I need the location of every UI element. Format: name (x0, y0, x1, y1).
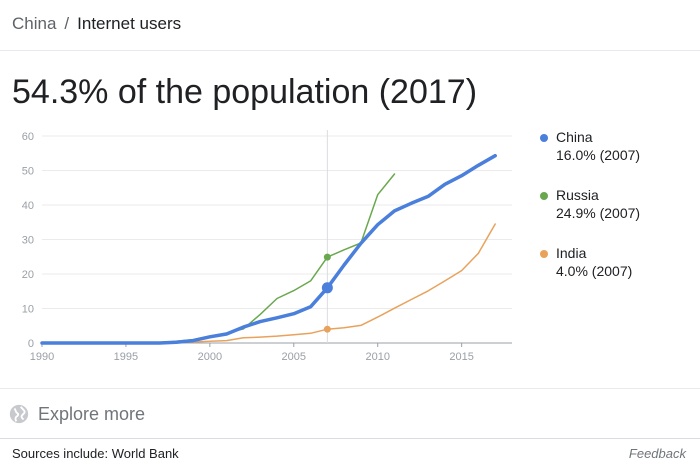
legend-series-value: 4.0% (2007) (556, 263, 633, 279)
legend-item-russia[interactable]: Russia 24.9% (2007) (540, 186, 690, 222)
breadcrumb-separator: / (64, 14, 70, 33)
legend-series-value: 16.0% (2007) (556, 147, 641, 163)
y-tick-label: 20 (22, 269, 34, 281)
y-tick-label: 30 (22, 235, 34, 247)
explore-more-button[interactable]: Explore more (8, 400, 145, 428)
top-divider (0, 50, 700, 51)
explore-more-label: Explore more (38, 403, 146, 424)
legend-dot (540, 250, 548, 258)
highlight-point-india (323, 325, 331, 333)
breadcrumb: China / Internet users (12, 12, 181, 36)
middle-divider (0, 388, 700, 389)
y-tick-label: 10 (22, 304, 34, 316)
chart-legend: China 16.0% (2007) Russia 24.9% (2007) India… (540, 128, 690, 302)
legend-item-india[interactable]: India 4.0% (2007) (540, 244, 690, 280)
legend-series-name: India (556, 245, 587, 261)
x-tick-label: 2005 (282, 351, 306, 363)
legend-item-china[interactable]: China 16.0% (2007) (540, 128, 690, 164)
highlight-point-russia (323, 253, 331, 261)
breadcrumb-metric: Internet users (77, 14, 182, 33)
x-tick-label: 1995 (114, 351, 138, 363)
y-tick-label: 40 (22, 200, 34, 212)
x-tick-label: 2010 (365, 351, 389, 363)
x-tick-label: 2015 (449, 351, 473, 363)
series-line-russia (41, 173, 396, 344)
y-tick-label: 0 (28, 338, 34, 350)
legend-series-name: Russia (556, 187, 599, 203)
sources-text: Sources include: World Bank (12, 446, 179, 461)
y-tick-label: 60 (22, 131, 34, 143)
feedback-link[interactable]: Feedback (628, 446, 686, 461)
y-tick-label: 50 (22, 166, 34, 178)
legend-series-name: China (556, 129, 593, 145)
x-tick-label: 1990 (30, 351, 54, 363)
chart-area[interactable]: 0 10 20 30 40 50 60 1990 1995 2000 2005 2010 2015 Ch… (0, 120, 700, 370)
series-line-india (41, 223, 496, 344)
series-line-china (40, 153, 497, 345)
globe-icon (9, 404, 29, 424)
footer-divider (0, 438, 700, 439)
breadcrumb-country[interactable]: China (12, 14, 57, 33)
legend-dot (540, 192, 548, 200)
highlight-point-china (321, 282, 333, 294)
legend-dot (540, 134, 548, 142)
line-chart[interactable]: 0 10 20 30 40 50 60 1990 1995 2000 2005 2010 2015 (0, 120, 700, 370)
x-tick-label: 2000 (198, 351, 222, 363)
headline-value: 54.3% of the population (2017) (12, 73, 478, 111)
legend-series-value: 24.9% (2007) (556, 205, 641, 221)
